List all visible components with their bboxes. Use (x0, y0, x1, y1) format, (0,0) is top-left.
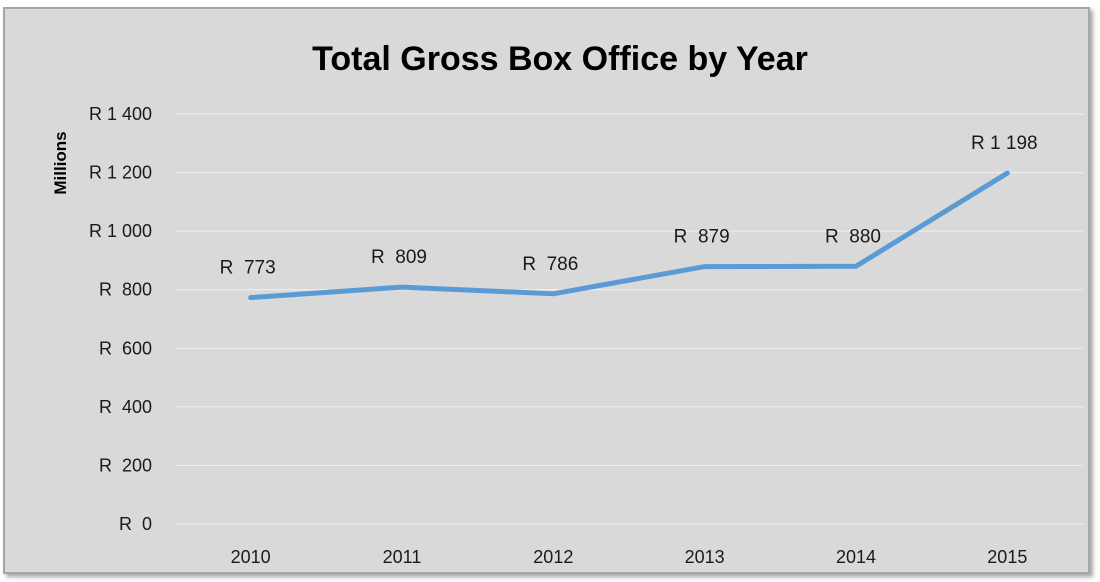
y-tick-label: R 1 200 (89, 163, 152, 183)
y-tick-label: R 800 (99, 280, 152, 300)
data-label: R 879 (674, 227, 730, 248)
x-tick-label: 2012 (533, 547, 573, 567)
x-tick-label: 2014 (836, 547, 876, 567)
y-tick-label: R 1 000 (89, 221, 152, 241)
data-label: R 880 (825, 226, 881, 247)
chart-frame (3, 7, 1090, 574)
y-tick-label: R 400 (99, 397, 152, 417)
series-line-group (248, 170, 1010, 301)
y-tick-label: R 0 (119, 514, 152, 534)
x-tick-label: 2011 (383, 547, 422, 567)
data-label: R 1 198 (971, 133, 1038, 154)
data-label: R 773 (220, 258, 276, 279)
x-tick-label: 2013 (685, 547, 725, 567)
chart-title: Total Gross Box Office by Year (312, 40, 808, 78)
y-tick-labels: R 0 R 200 R 400 R 600 R 800 R 1 000 R 1 200 R 1… (89, 104, 152, 534)
series-line (248, 170, 1010, 301)
y-tick-label: R 1 400 (89, 104, 152, 124)
data-labels: R 773 R 809 R 786 R 879 R 880 R 1 198 (220, 133, 1038, 278)
x-tick-label: 2010 (231, 547, 271, 567)
x-tick-label: 2015 (987, 547, 1027, 567)
data-label: R 809 (371, 247, 427, 268)
gridlines (175, 113, 1083, 525)
y-tick-label: R 600 (99, 338, 152, 358)
data-label: R 786 (522, 254, 578, 275)
y-tick-label: R 200 (99, 455, 152, 475)
y-axis-label: Millions (51, 131, 70, 194)
x-tick-labels: 2010 2011 2012 2013 2014 2015 (231, 547, 1028, 567)
